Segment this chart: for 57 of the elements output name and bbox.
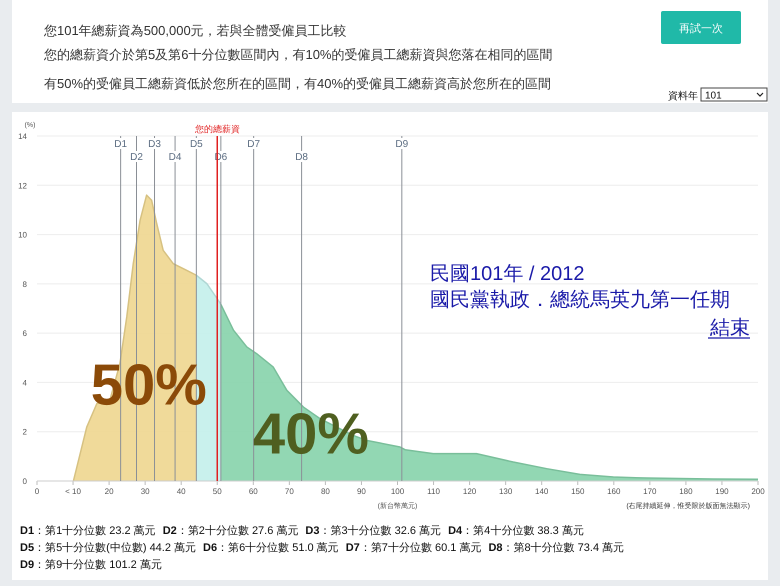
y-tick-label: 8 <box>22 280 28 289</box>
x-tick-label: 120 <box>462 487 477 496</box>
chart-subtitle: 您的總薪資介於第5及第6十分位數區間內，有10%的受僱員工總薪資與您落在相同的區間 <box>43 47 552 62</box>
text: D7：第7十分位數 60.1 萬元 <box>346 541 482 554</box>
x-tick-label: 150 <box>571 487 585 496</box>
y-tick-label: 2 <box>22 428 28 437</box>
text: D1：第1十分位數 23.2 萬元 <box>20 524 156 537</box>
y-tick-label: 4 <box>22 378 28 388</box>
x-tick-label: 180 <box>679 487 694 496</box>
ref-line-label: D5 <box>190 139 204 150</box>
ref-line-label: D8 <box>295 152 308 163</box>
x-tick-label: 200 <box>751 487 766 496</box>
x-tick-label: 40 <box>176 487 186 496</box>
x-tick-label: 50 <box>212 487 222 496</box>
ref-line-label: 您的總薪資 <box>194 124 240 134</box>
x-tick-label: 60 <box>248 487 258 496</box>
x-tick-label: 190 <box>715 487 730 496</box>
x-tick-label: 90 <box>356 487 366 496</box>
annotation: 40% <box>252 402 370 467</box>
x-tick-label: 80 <box>320 487 330 496</box>
y-tick-label: 6 <box>22 329 28 338</box>
y-tick-label: 10 <box>18 230 28 240</box>
x-tick-label: 170 <box>643 487 658 496</box>
annotation: 國民黨執政．總統馬英九第一任期 <box>430 289 730 311</box>
text: D2：第2十分位數 27.6 萬元 <box>162 524 298 537</box>
annotation: 結束 <box>709 317 750 339</box>
ref-line-label: D1 <box>114 139 128 150</box>
x-tick-label: 0 <box>34 487 40 496</box>
x-tick-label: 30 <box>140 487 150 496</box>
x-tick-label: < 10 <box>65 487 82 496</box>
x-tick-label: 160 <box>607 487 622 496</box>
x-tick-label: 70 <box>284 487 294 496</box>
x-tick-label: 20 <box>104 487 114 496</box>
ref-line-label: D2 <box>130 152 144 163</box>
ref-line-label: D4 <box>168 152 182 163</box>
text: 有50%的受僱員工總薪資低於您所在的區間，有40%的受僱員工總薪資高於您所在的區間 <box>44 76 552 91</box>
chart-title: 您101年總薪資為500,000元，若與全體受僱員工比較 <box>43 23 347 38</box>
text: 101 <box>705 90 722 102</box>
y-tick-label: 12 <box>18 181 28 190</box>
text: D3：第3十分位數 32.6 萬元 <box>305 524 442 537</box>
text: D8：第8十分位數 73.4 萬元 <box>488 541 624 554</box>
ref-line-label: D9 <box>395 139 409 150</box>
text: D6：第6十分位數 51.0 萬元 <box>203 541 339 554</box>
y-tick-label: 0 <box>22 477 28 486</box>
x-tick-label: 130 <box>498 487 513 496</box>
x-tick-label: 100 <box>390 487 405 496</box>
ref-line-label: D3 <box>148 139 162 150</box>
y-tick-label: 14 <box>18 132 28 141</box>
annotation: 民國101年 / 2012 <box>430 263 585 285</box>
x-tick-label: 110 <box>427 487 440 496</box>
text: D4：第4十分位數 38.3 萬元 <box>448 524 584 537</box>
text: 資料年 <box>668 90 698 102</box>
ref-line-label: D7 <box>247 139 260 150</box>
x-tick-label: 140 <box>535 487 549 496</box>
text: 再試一次 <box>679 22 723 35</box>
text: D5：第5十分位數(中位數) 44.2 萬元 <box>20 541 196 554</box>
text: D9：第9十分位數 101.2 萬元 <box>20 558 162 571</box>
